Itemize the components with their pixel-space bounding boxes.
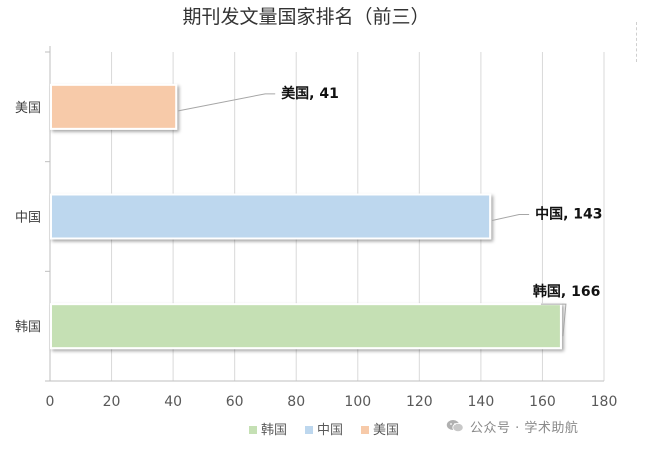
chart-title: 期刊发文量国家排名（前三）	[182, 6, 429, 28]
y-category-label: 美国	[15, 101, 41, 116]
data-label: 韩国, 166	[533, 283, 600, 300]
legend-label: 美国	[373, 423, 399, 438]
bar	[50, 83, 178, 130]
leader-line	[540, 303, 567, 337]
data-labels: 美国, 41 中国, 143 韩国, 166	[178, 85, 603, 337]
x-tick-label: 0	[46, 394, 55, 410]
x-tick-label: 100	[344, 394, 371, 410]
legend: 韩国 中国 美国	[249, 423, 399, 438]
leader-line	[178, 93, 276, 112]
bars	[50, 83, 562, 350]
watermark: 公众号 · 学术助航	[446, 414, 578, 438]
x-tick-label: 60	[226, 394, 244, 410]
y-category-label: 中国	[15, 211, 41, 226]
bar	[50, 303, 562, 350]
legend-swatch	[361, 426, 369, 434]
x-tick-label: 160	[529, 394, 556, 410]
y-category-label: 韩国	[15, 320, 41, 335]
x-tick-label: 40	[164, 394, 182, 410]
data-label: 中国, 143	[535, 206, 602, 223]
watermark-text: 公众号 · 学术助航	[470, 420, 579, 436]
leader-line	[492, 214, 530, 221]
legend-swatch	[305, 426, 313, 434]
x-tick-label: 20	[103, 394, 121, 410]
wechat-icon	[446, 420, 464, 433]
page-edge-divider	[636, 22, 639, 62]
legend-label: 中国	[317, 423, 343, 438]
x-tick-label: 120	[406, 394, 433, 410]
legend-label: 韩国	[261, 423, 287, 438]
x-tick-label: 180	[591, 394, 618, 410]
x-tick-label: 80	[287, 394, 305, 410]
bar	[50, 193, 492, 240]
x-tick-label: 140	[468, 394, 495, 410]
legend-swatch	[249, 426, 257, 434]
data-label: 美国, 41	[281, 85, 339, 102]
